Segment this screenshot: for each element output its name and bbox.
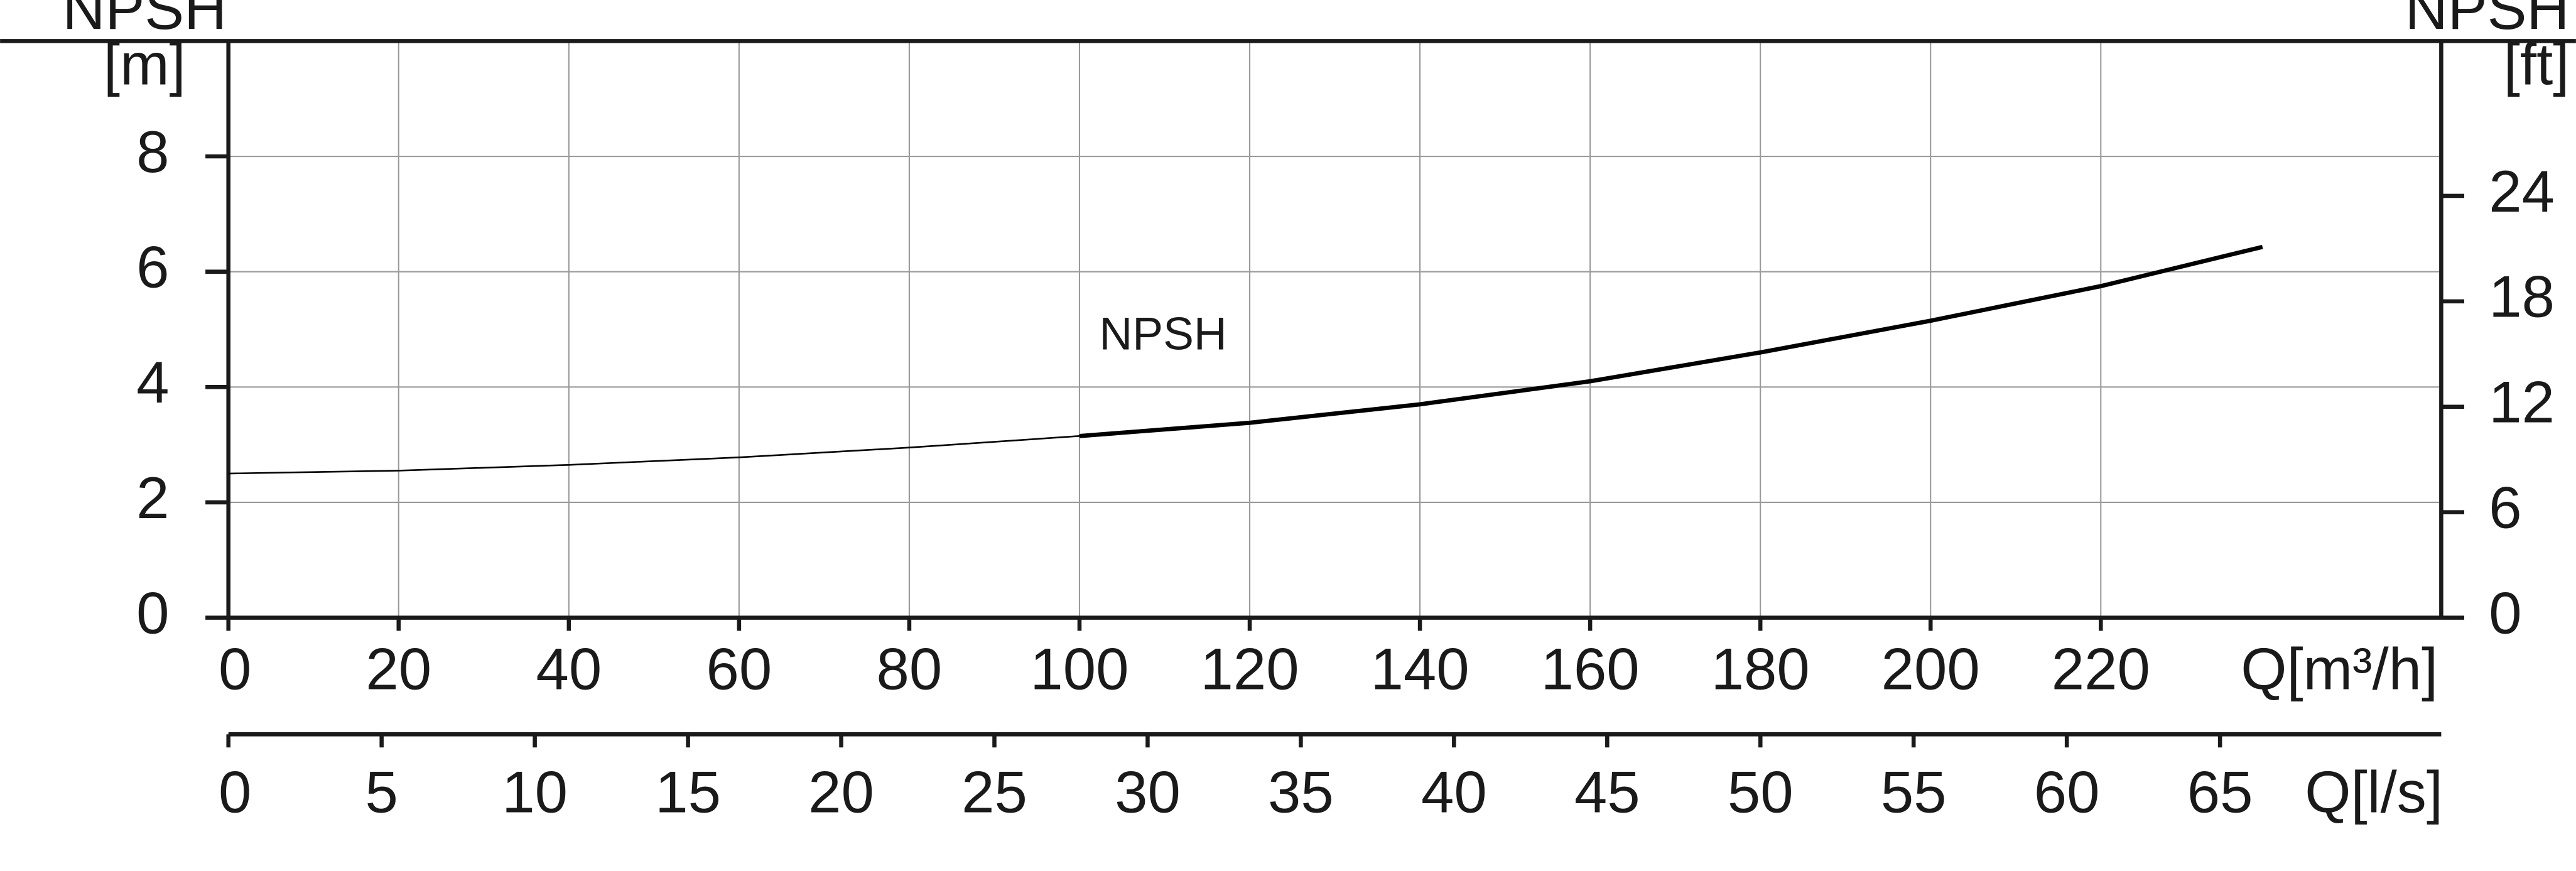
x2-tick-label: 35 bbox=[1268, 759, 1334, 825]
x2-tick-label: 30 bbox=[1115, 759, 1181, 825]
x2-axis-label: Q[l/s] bbox=[2305, 759, 2443, 825]
x2-tick-label: 15 bbox=[655, 759, 721, 825]
y2-tick-label: 12 bbox=[2489, 369, 2555, 435]
y-tick-label: 0 bbox=[136, 580, 169, 646]
y2-tick-label: 0 bbox=[2489, 580, 2521, 646]
x2-tick-label: 5 bbox=[365, 759, 398, 825]
y-tick-label: 8 bbox=[136, 119, 169, 185]
y-tick-label: 6 bbox=[136, 234, 169, 300]
npsh-curve bbox=[1079, 244, 2263, 438]
x2-tick-label: 65 bbox=[2187, 759, 2253, 825]
y-tick-label: 2 bbox=[136, 465, 169, 531]
x-tick-label: 60 bbox=[706, 636, 772, 701]
x-tick-label: 200 bbox=[1881, 636, 1980, 701]
x-tick-label: 20 bbox=[365, 636, 431, 701]
y2-tick-label: 24 bbox=[2489, 158, 2555, 224]
x-tick-label: 40 bbox=[536, 636, 602, 701]
x-tick-label: 120 bbox=[1200, 636, 1299, 701]
x-tick-label: 100 bbox=[1030, 636, 1128, 701]
curve-label: NPSH bbox=[1099, 308, 1226, 360]
x2-tick-label: 0 bbox=[219, 759, 251, 825]
x2-tick-label: 45 bbox=[1574, 759, 1640, 825]
x-tick-label: 180 bbox=[1711, 636, 1810, 701]
x-tick-label: 140 bbox=[1371, 636, 1469, 701]
x2-tick-label: 25 bbox=[961, 759, 1027, 825]
x2-tick-label: 60 bbox=[2034, 759, 2100, 825]
x-tick-label: 80 bbox=[877, 636, 943, 701]
y2-tick-label: 18 bbox=[2489, 264, 2555, 330]
y-tick-label: 4 bbox=[136, 349, 169, 415]
x-axis-label: Q[m³/h] bbox=[2241, 636, 2438, 701]
y2-axis-label: NPSH bbox=[2405, 0, 2570, 41]
x2-tick-label: 40 bbox=[1421, 759, 1487, 825]
y-axis-label: NPSH bbox=[63, 0, 227, 41]
x-tick-label: 0 bbox=[219, 636, 251, 701]
npsh-curve bbox=[228, 435, 1080, 475]
x-tick-label: 220 bbox=[2052, 636, 2150, 701]
x2-tick-label: 50 bbox=[1728, 759, 1794, 825]
x2-tick-label: 10 bbox=[502, 759, 568, 825]
x-tick-label: 160 bbox=[1541, 636, 1640, 701]
y2-tick-label: 6 bbox=[2489, 475, 2521, 541]
x2-tick-label: 55 bbox=[1881, 759, 1947, 825]
x2-tick-label: 20 bbox=[808, 759, 874, 825]
